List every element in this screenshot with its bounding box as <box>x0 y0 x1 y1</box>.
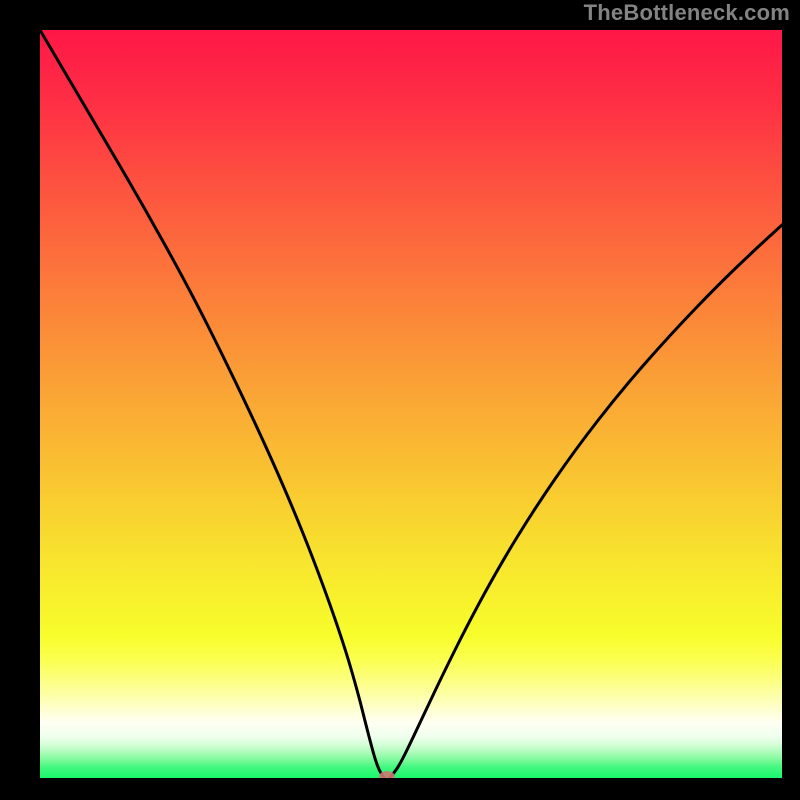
chart-frame: TheBottleneck.com <box>0 0 800 800</box>
watermark-text: TheBottleneck.com <box>584 0 790 26</box>
border-left <box>0 0 40 800</box>
bottleneck-curve-chart <box>0 0 800 800</box>
plot-background <box>40 30 782 778</box>
border-right <box>782 0 800 800</box>
border-bottom <box>0 778 800 800</box>
